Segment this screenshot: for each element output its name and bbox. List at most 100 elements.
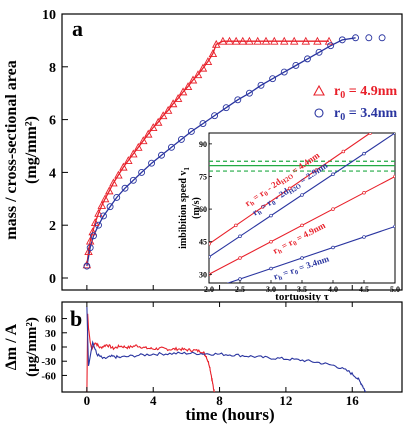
inset-point <box>238 277 242 281</box>
inset-x-axis-label: tortuosity τ <box>275 291 329 303</box>
triangle-marker <box>193 70 203 79</box>
label-part: h <box>277 248 284 256</box>
inset-point <box>269 213 273 218</box>
x-tick-label: 8 <box>216 393 223 408</box>
circle-marker <box>269 75 277 83</box>
triangle-marker <box>105 186 114 195</box>
inset-point <box>341 149 346 154</box>
panel-a-markers <box>82 34 386 270</box>
triangle-marker <box>261 36 271 45</box>
circle-marker <box>138 168 146 176</box>
inset-point <box>269 266 273 271</box>
triangle-marker <box>208 49 218 58</box>
label-part: 0 <box>292 240 298 248</box>
triangle-marker <box>100 194 110 203</box>
inset-y-tick-label: 90 <box>199 140 207 149</box>
triangle-marker <box>313 36 322 45</box>
triangle-marker <box>225 36 234 45</box>
triangle-marker <box>82 260 92 269</box>
circle-marker <box>280 68 288 76</box>
inset-x-tick-label: 5.0 <box>390 285 400 294</box>
inset-x-tick-label: 4.5 <box>359 285 369 294</box>
panel-a-y-axis-label: mass / cross-sectional area (mg/mm²) <box>3 60 40 239</box>
label-part: r <box>243 198 252 209</box>
circle-marker <box>338 36 346 44</box>
circle-marker <box>83 262 91 270</box>
y-tick-label: 6 <box>49 114 56 129</box>
inset-x-tick-label: 4.0 <box>328 285 338 294</box>
circle-marker <box>378 34 386 42</box>
label-part: h <box>249 200 256 208</box>
circle-marker <box>148 159 156 167</box>
legend-circle-marker <box>314 108 324 118</box>
triangle-marker <box>211 39 221 48</box>
panel-a-frame <box>61 13 403 291</box>
y-tick-label: 60 <box>45 314 57 326</box>
triangle-marker <box>324 36 334 45</box>
inset-y-axis-label: imbibition speed v1(m/s) <box>178 167 202 249</box>
inset-point <box>300 193 304 197</box>
triangle-marker <box>231 36 241 45</box>
inset-x-tick-label: 3.5 <box>297 285 307 294</box>
triangle-marker <box>109 178 118 187</box>
y-tick-label: 30 <box>45 328 57 340</box>
inset-x-tick-label: 3.0 <box>266 285 276 294</box>
inset-x-tick-label: 2.5 <box>235 285 245 294</box>
circle-marker <box>100 212 107 220</box>
y-tick-label: -30 <box>41 356 56 368</box>
legend-red-label: r0 = 4.9nm <box>334 84 397 101</box>
triangle-marker <box>218 36 228 45</box>
triangle-marker <box>245 36 254 45</box>
circle-marker <box>86 244 94 252</box>
inset-y-tick-label: 75 <box>199 172 207 181</box>
triangle-marker <box>114 170 123 179</box>
panel-b-x-axis-label: time (hours) <box>185 405 274 424</box>
panel-b-letter: b <box>70 306 82 331</box>
inset-point <box>331 172 335 177</box>
triangle-marker <box>129 149 138 158</box>
circle-marker <box>113 194 121 201</box>
inset-y-label-line2: (m/s) <box>191 197 202 219</box>
inset-point <box>269 239 273 244</box>
triangle-marker <box>203 57 213 65</box>
triangle-marker <box>168 99 178 108</box>
triangle-marker <box>119 162 128 171</box>
panel-b-y-ticks: 60 30 0 -30 -60 <box>41 314 67 382</box>
panel-a-legend: r0 = 4.9nm r0 = 3.4nm <box>313 84 397 123</box>
triangle-marker <box>301 36 311 45</box>
inset-point <box>393 224 395 229</box>
inset-point <box>260 205 265 209</box>
triangle-marker <box>198 63 208 72</box>
inset-point <box>331 245 335 250</box>
circle-marker <box>327 42 335 50</box>
circle-marker <box>187 128 195 135</box>
circle-marker <box>245 89 253 97</box>
label-part: 0 <box>294 269 299 277</box>
y-axis-label-line1: Δm / A <box>3 323 20 370</box>
inset-point <box>393 174 395 179</box>
inset-x-tick-label: 2.0 <box>204 285 214 294</box>
triangle-marker <box>270 36 279 45</box>
y-tick-label: -60 <box>41 370 56 382</box>
triangle-marker <box>139 136 148 145</box>
label-part: r <box>250 207 259 218</box>
label-part: 0 <box>263 190 270 198</box>
x-tick-label: 0 <box>84 393 91 408</box>
label-part: h <box>278 274 284 282</box>
panel-b-y-axis-label: Δm / A (μg/mm²) <box>3 317 40 377</box>
y-axis-label-line2: (μg/mm²) <box>24 317 40 377</box>
circle-marker <box>129 176 137 184</box>
inset-frame <box>208 132 396 284</box>
x-tick-label: 4 <box>150 393 157 408</box>
circle-marker <box>292 62 300 69</box>
label-part: r <box>271 245 279 256</box>
inset-point <box>331 207 335 211</box>
y-tick-label: 10 <box>42 8 56 23</box>
x-tick-label: 12 <box>279 393 292 408</box>
circle-marker <box>234 96 242 104</box>
fit-line-blue <box>86 37 356 267</box>
